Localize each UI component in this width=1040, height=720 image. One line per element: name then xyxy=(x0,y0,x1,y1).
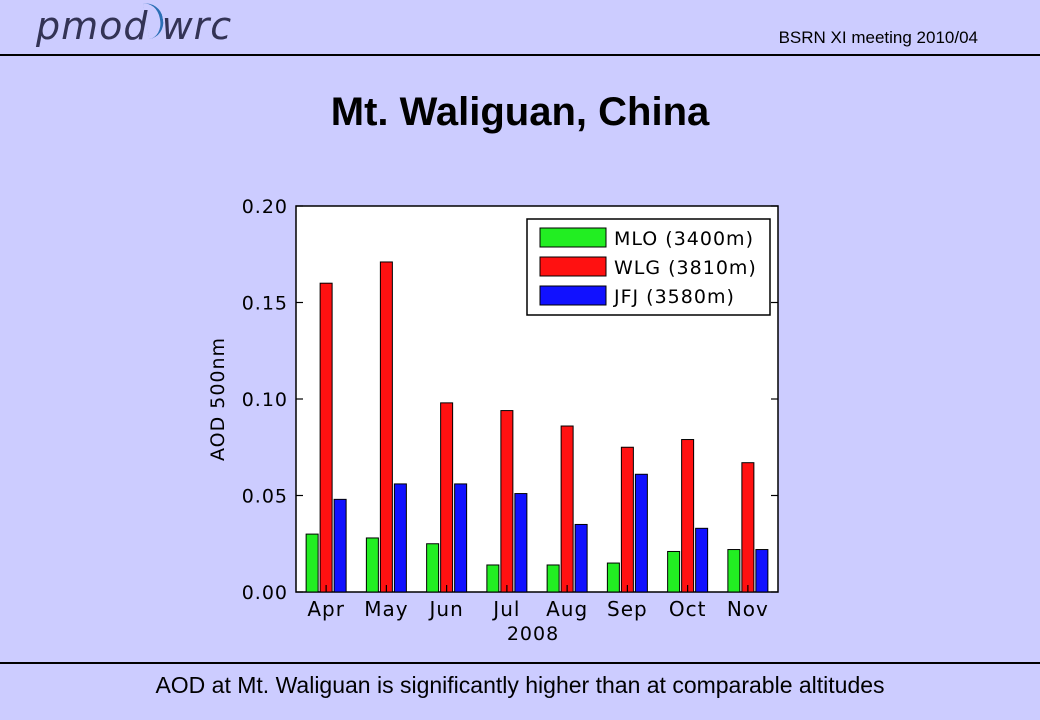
y-tick-label: 0.15 xyxy=(242,293,288,315)
x-tick-label: Apr xyxy=(307,597,345,621)
legend-label-wlg: WLG (3810m) xyxy=(614,257,757,279)
bar-wlg-may xyxy=(379,261,393,593)
x-tick-label: Nov xyxy=(727,597,769,621)
meeting-label: BSRN XI meeting 2010/04 xyxy=(778,28,978,47)
bar-jfj-may xyxy=(393,483,407,593)
slide-title: Mt. Waliguan, China xyxy=(330,90,710,134)
bar-wlg-nov xyxy=(741,462,755,593)
bar-wlg-aug xyxy=(560,425,574,593)
bar-wlg-jul xyxy=(500,410,514,593)
bar-mlo-aug xyxy=(546,564,560,593)
x-tick-label: Sep xyxy=(607,597,648,621)
bar-mlo-nov xyxy=(727,549,741,593)
y-tick-label: 0.10 xyxy=(242,389,288,411)
bar-mlo-sep xyxy=(606,562,620,593)
bar-jfj-nov xyxy=(755,549,769,593)
bar-mlo-may xyxy=(365,537,379,593)
x-axis-label: 2008 xyxy=(507,623,559,645)
bar-mlo-oct xyxy=(667,550,681,593)
legend-swatch-jfj xyxy=(539,285,607,306)
bar-jfj-sep xyxy=(634,473,648,593)
bar-wlg-sep xyxy=(620,446,634,593)
header-divider xyxy=(0,54,1040,56)
bar-jfj-aug xyxy=(574,523,588,593)
bar-mlo-jul xyxy=(486,564,500,593)
bar-jfj-jul xyxy=(514,493,528,593)
x-tick-label: Aug xyxy=(546,597,588,621)
logo-text: pmod wrc xyxy=(36,4,233,48)
legend-label-mlo: MLO (3400m) xyxy=(614,228,754,250)
x-tick-label: May xyxy=(364,597,408,621)
bar-wlg-jun xyxy=(440,402,454,593)
bar-wlg-apr xyxy=(319,282,333,593)
footer-divider xyxy=(0,662,1040,664)
bar-jfj-jun xyxy=(454,483,468,593)
legend-swatch-mlo xyxy=(539,227,607,248)
bar-jfj-apr xyxy=(333,498,347,593)
bar-jfj-oct xyxy=(695,527,709,593)
x-tick-label: Jul xyxy=(491,597,520,621)
x-tick-label: Oct xyxy=(669,597,707,621)
y-tick-label: 0.00 xyxy=(242,582,288,604)
bar-mlo-jun xyxy=(426,543,440,593)
y-tick-label: 0.05 xyxy=(242,486,288,508)
x-tick-label: Jun xyxy=(428,597,464,621)
bar-mlo-apr xyxy=(305,533,319,593)
bar-wlg-oct xyxy=(681,439,695,593)
pmod-wrc-logo: pmod wrc xyxy=(36,4,232,48)
y-axis-label: AOD 500nm xyxy=(207,337,229,461)
legend-swatch-wlg xyxy=(539,256,607,277)
slide-caption: AOD at Mt. Waliguan is significantly hig… xyxy=(155,672,885,698)
legend-label-jfj: JFJ (3580m) xyxy=(613,286,735,308)
y-tick-label: 0.20 xyxy=(242,196,288,218)
